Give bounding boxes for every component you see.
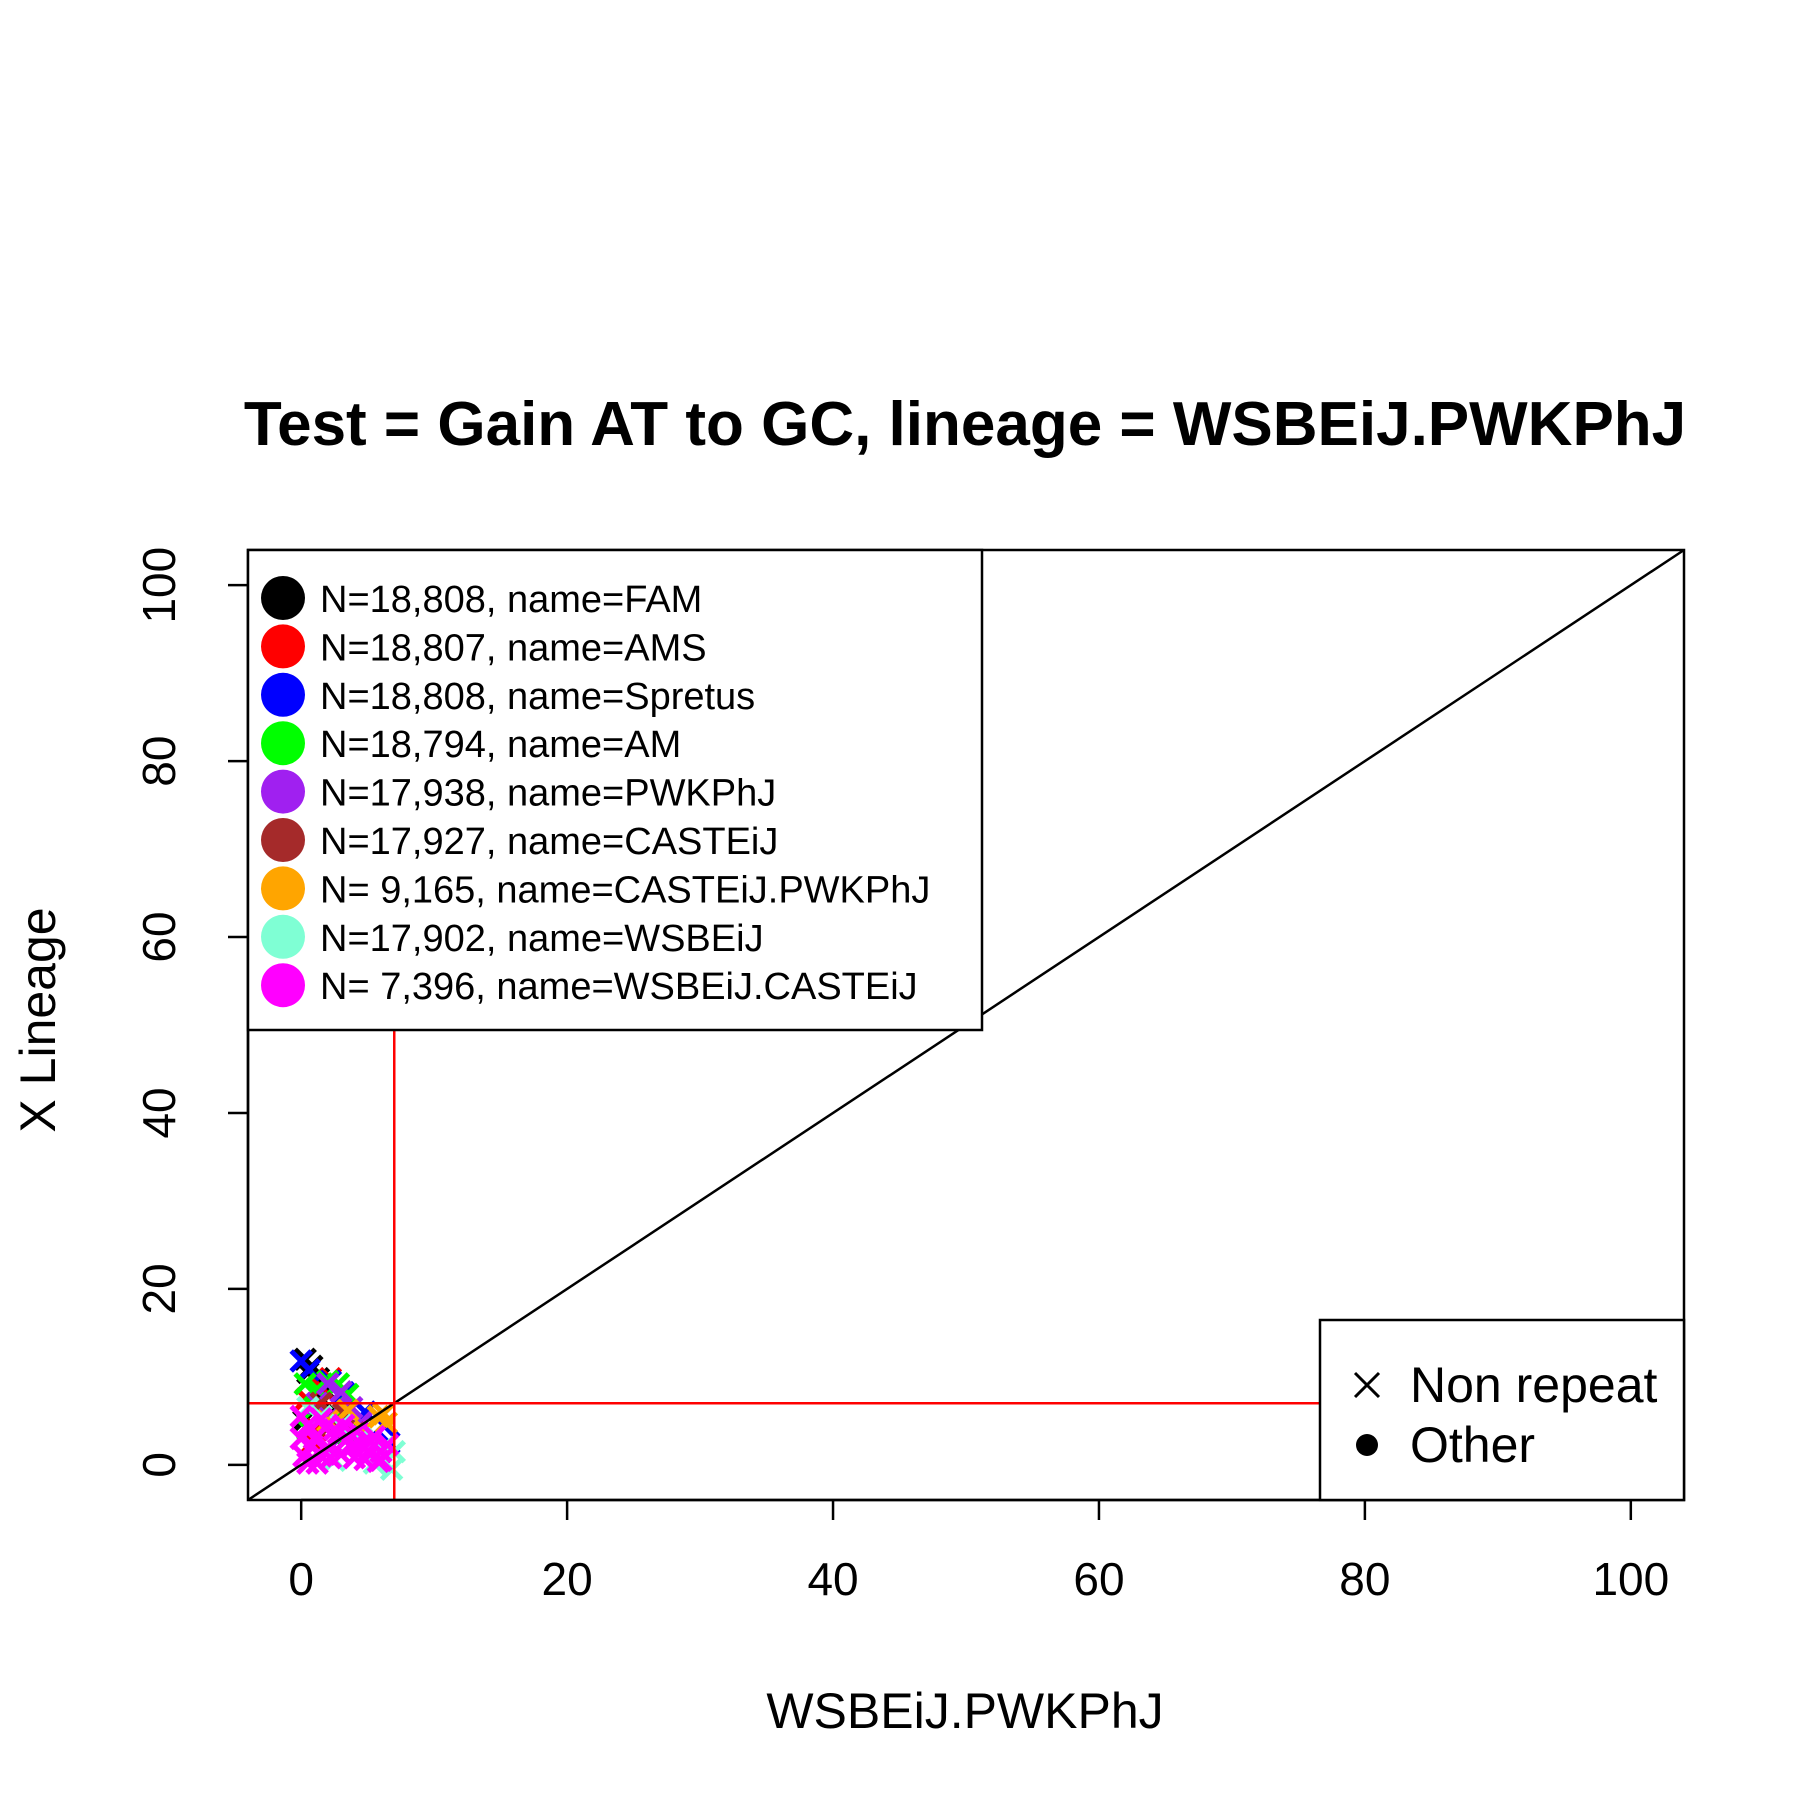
x-tick-label: 20 xyxy=(542,1553,593,1605)
legend-entry: N=17,938, name=PWKPhJ xyxy=(261,769,776,815)
legend-entry: N= 7,396, name=WSBEiJ.CASTEiJ xyxy=(261,963,918,1008)
x-tick-label: 40 xyxy=(807,1553,858,1605)
y-tick-label: 100 xyxy=(133,547,185,624)
y-tick-label: 40 xyxy=(133,1087,185,1138)
legend-swatch xyxy=(261,721,305,766)
marker-legend-label: Other xyxy=(1410,1417,1535,1473)
legend-entry: N=17,902, name=WSBEiJ xyxy=(261,914,764,960)
legend-swatch xyxy=(261,624,305,669)
x-axis: 0 20 40 60 80 100 xyxy=(288,1498,1669,1605)
legend-label: N=18,794, name=AM xyxy=(320,724,681,766)
chart-title: Test = Gain AT to GC, lineage = WSBEiJ.P… xyxy=(244,390,1686,459)
x-tick-label: 60 xyxy=(1073,1553,1124,1605)
legend-entry: N=17,927, name=CASTEiJ xyxy=(261,818,778,863)
marker-legend-box xyxy=(1318,1318,1686,1502)
data-point xyxy=(353,1447,377,1472)
legend-swatch xyxy=(261,866,305,911)
legend-label: N=17,938, name=PWKPhJ xyxy=(320,773,776,815)
legend-entry: N=18,794, name=AM xyxy=(261,721,681,766)
legend-swatch xyxy=(261,818,305,862)
legend-swatch xyxy=(261,914,305,959)
legend-label: N=18,807, name=AMS xyxy=(320,627,707,669)
legend-label: N=18,808, name=FAM xyxy=(320,579,702,621)
data-point xyxy=(329,1380,353,1404)
legend-label: N= 9,165, name=CASTEiJ.PWKPhJ xyxy=(320,869,930,911)
legend-swatch xyxy=(261,769,305,814)
y-axis: 0 20 40 60 80 100 xyxy=(133,547,250,1478)
data-point xyxy=(313,1416,337,1440)
data-point xyxy=(309,1444,333,1468)
legend-swatch xyxy=(261,672,305,717)
legend-swatch xyxy=(261,576,305,620)
marker-legend-entry: Non repeat xyxy=(1353,1357,1657,1413)
legend-label: N=17,927, name=CASTEiJ xyxy=(320,821,778,863)
legend-swatch xyxy=(261,963,305,1008)
data-point xyxy=(289,1426,313,1451)
legend-entry: N=18,808, name=FAM xyxy=(261,576,702,621)
x-marker-icon xyxy=(1353,1371,1381,1399)
y-tick-label: 0 xyxy=(133,1452,185,1478)
y-tick-label: 20 xyxy=(133,1263,185,1314)
legend-label: N=18,808, name=Spretus xyxy=(320,676,755,718)
y-tick-label: 60 xyxy=(133,911,185,962)
legend-entry: N=18,807, name=AMS xyxy=(261,624,707,669)
data-point xyxy=(293,1372,317,1396)
x-tick-label: 100 xyxy=(1592,1553,1669,1605)
series-legend-box xyxy=(246,548,984,1032)
legend-entry: N= 9,165, name=CASTEiJ.PWKPhJ xyxy=(261,866,930,911)
series-legend: N=18,808, name=FAM N=18,807, name=AMS N=18… xyxy=(246,548,984,1032)
dot-marker-icon xyxy=(1356,1434,1378,1456)
x-axis-label: WSBEiJ.PWKPhJ xyxy=(766,1683,1163,1739)
data-point xyxy=(316,1372,340,1396)
legend-entry: N=18,808, name=Spretus xyxy=(261,672,755,718)
marker-legend-entry: Other xyxy=(1356,1417,1535,1473)
y-axis-label: X Lineage xyxy=(10,907,66,1132)
marker-legend-label: Non repeat xyxy=(1410,1357,1657,1413)
x-tick-label: 80 xyxy=(1339,1553,1390,1605)
y-tick-label: 80 xyxy=(133,736,185,787)
data-point xyxy=(358,1430,383,1454)
x-tick-label: 0 xyxy=(288,1553,314,1605)
legend-label: N=17,902, name=WSBEiJ xyxy=(320,918,764,960)
legend-label: N= 7,396, name=WSBEiJ.CASTEiJ xyxy=(320,966,918,1008)
